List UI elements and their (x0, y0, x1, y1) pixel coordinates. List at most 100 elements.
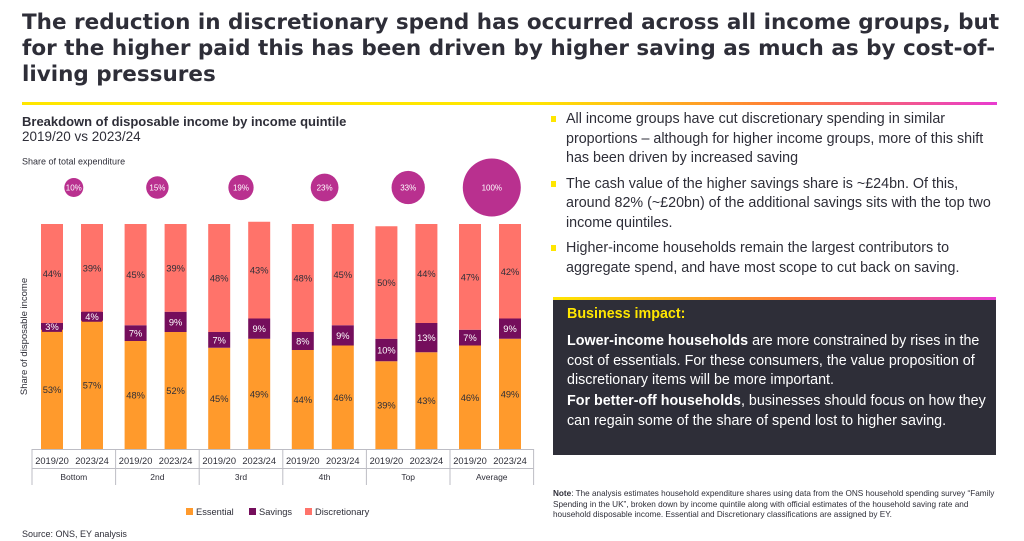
legend-swatch-savings (249, 508, 256, 515)
data-label: 44% (43, 269, 62, 279)
x-tick-label: 2023/24 (493, 456, 527, 466)
data-label: 13% (417, 333, 436, 343)
data-label: 42% (501, 267, 520, 277)
data-label: 4% (85, 312, 98, 322)
bubble-label: 23% (317, 184, 333, 193)
y-axis-label: Share of disposable income (19, 278, 30, 395)
data-label: 48% (126, 391, 145, 401)
bar-segment-essential (375, 361, 398, 449)
divider-right (532, 102, 997, 105)
share-bubble (310, 173, 339, 202)
data-label: 7% (463, 333, 476, 343)
bullet-square-icon (551, 116, 556, 122)
savings-label-bg (42, 320, 62, 332)
savings-label-bg (332, 329, 353, 341)
bar-segment-essential (41, 329, 63, 449)
chart-svg: Share of total expenditure Share of dispo… (19, 157, 535, 517)
legend-swatch-discretionary (305, 508, 312, 515)
savings-label-bg (165, 316, 186, 328)
impact-title: Business impact: (567, 306, 686, 322)
bar-segment-discretionary (208, 224, 231, 332)
data-label: 46% (461, 393, 480, 403)
bubble-caption: Share of total expenditure (22, 157, 125, 167)
x-tick-label: 2023/24 (410, 456, 444, 466)
share-bubble (391, 170, 425, 205)
savings-label-bg (416, 332, 437, 344)
group-label: 3rd (235, 472, 248, 482)
data-label: 7% (212, 335, 225, 345)
key-point-text: The cash value of the higher savings sha… (566, 175, 991, 231)
bar-segment-essential (331, 345, 354, 449)
data-label: 57% (83, 380, 102, 390)
data-label: 50% (377, 278, 396, 288)
key-point-text: Higher-income households remain the larg… (566, 240, 960, 276)
bar-segment-essential (291, 350, 314, 449)
group-label: 4th (319, 472, 331, 482)
bar-segment-discretionary (81, 224, 103, 312)
bar-segment-discretionary (291, 224, 314, 332)
data-label: 9% (252, 324, 265, 334)
impact-text: , businesses should focus on how they ca… (567, 393, 986, 429)
data-label: 39% (83, 263, 102, 273)
data-label: 43% (250, 266, 269, 276)
share-bubble (462, 158, 521, 217)
bar-segment-essential (208, 347, 231, 449)
key-point-text: All income groups have cut discretionary… (566, 111, 984, 166)
key-point: All income groups have cut discretionary… (548, 110, 998, 169)
legend-label: Essential (196, 507, 234, 517)
bar-segment-essential (415, 352, 438, 449)
data-label: 39% (377, 401, 396, 411)
impact-paragraph-lower-income: Lower-income households are more constra… (567, 332, 987, 391)
data-label: 43% (417, 396, 436, 406)
x-tick-label: 2023/24 (75, 456, 109, 466)
group-label: Top (401, 472, 415, 482)
bar-segment-discretionary (248, 221, 271, 319)
bubble-label: 19% (233, 184, 249, 193)
x-tick-label: 2019/20 (453, 456, 487, 466)
bar-segment-essential (81, 320, 103, 449)
stacked-bar-chart: Share of total expenditure Share of dispo… (0, 150, 545, 530)
x-tick-label: 2023/24 (159, 456, 193, 466)
data-label: 9% (503, 324, 516, 334)
bar-segment-essential (248, 338, 271, 449)
data-label: 49% (501, 389, 520, 399)
savings-label-bg (376, 344, 397, 356)
key-point: The cash value of the higher savings sha… (548, 175, 998, 234)
bar-segment-discretionary (499, 224, 521, 319)
impact-accent-bar (553, 297, 996, 300)
bar-segment-essential (499, 338, 521, 449)
data-label: 3% (45, 322, 58, 332)
data-label: 53% (43, 385, 62, 395)
chart-title: Breakdown of disposable income by income… (22, 114, 347, 129)
bar-segment-discretionary (164, 224, 187, 312)
share-bubble (228, 174, 254, 201)
share-bubble (64, 178, 84, 197)
impact-emphasis: Lower-income households (567, 333, 749, 349)
bar-segment-essential (459, 345, 481, 449)
bar-segment-discretionary (124, 224, 147, 326)
bullet-square-icon (551, 180, 556, 187)
data-label: 45% (333, 270, 352, 280)
bubble-label: 33% (400, 184, 416, 193)
divider-left (22, 102, 532, 105)
impact-paragraph-better-off: For better-off households, businesses sh… (567, 392, 987, 431)
data-label: 48% (210, 274, 229, 284)
group-label: Average (476, 472, 508, 482)
impact-text: are more constrained by rises in the cos… (567, 333, 980, 388)
bar-segment-discretionary (415, 224, 438, 323)
data-label: 8% (296, 337, 309, 347)
legend-label: Savings (259, 507, 292, 517)
x-tick-label: 2019/20 (370, 456, 404, 466)
legend-label: Discretionary (315, 507, 370, 517)
group-label: Bottom (60, 472, 87, 482)
data-label: 52% (166, 386, 185, 396)
bar-segment-discretionary (41, 224, 63, 323)
data-label: 47% (461, 272, 480, 282)
bubble-label: 100% (482, 184, 502, 193)
legend-swatch-essential (186, 508, 193, 515)
data-label: 39% (166, 263, 185, 273)
data-label: 44% (417, 269, 436, 279)
bar-segment-discretionary (375, 226, 398, 339)
note-label: Note (553, 489, 572, 498)
bubble-label: 10% (66, 184, 82, 193)
